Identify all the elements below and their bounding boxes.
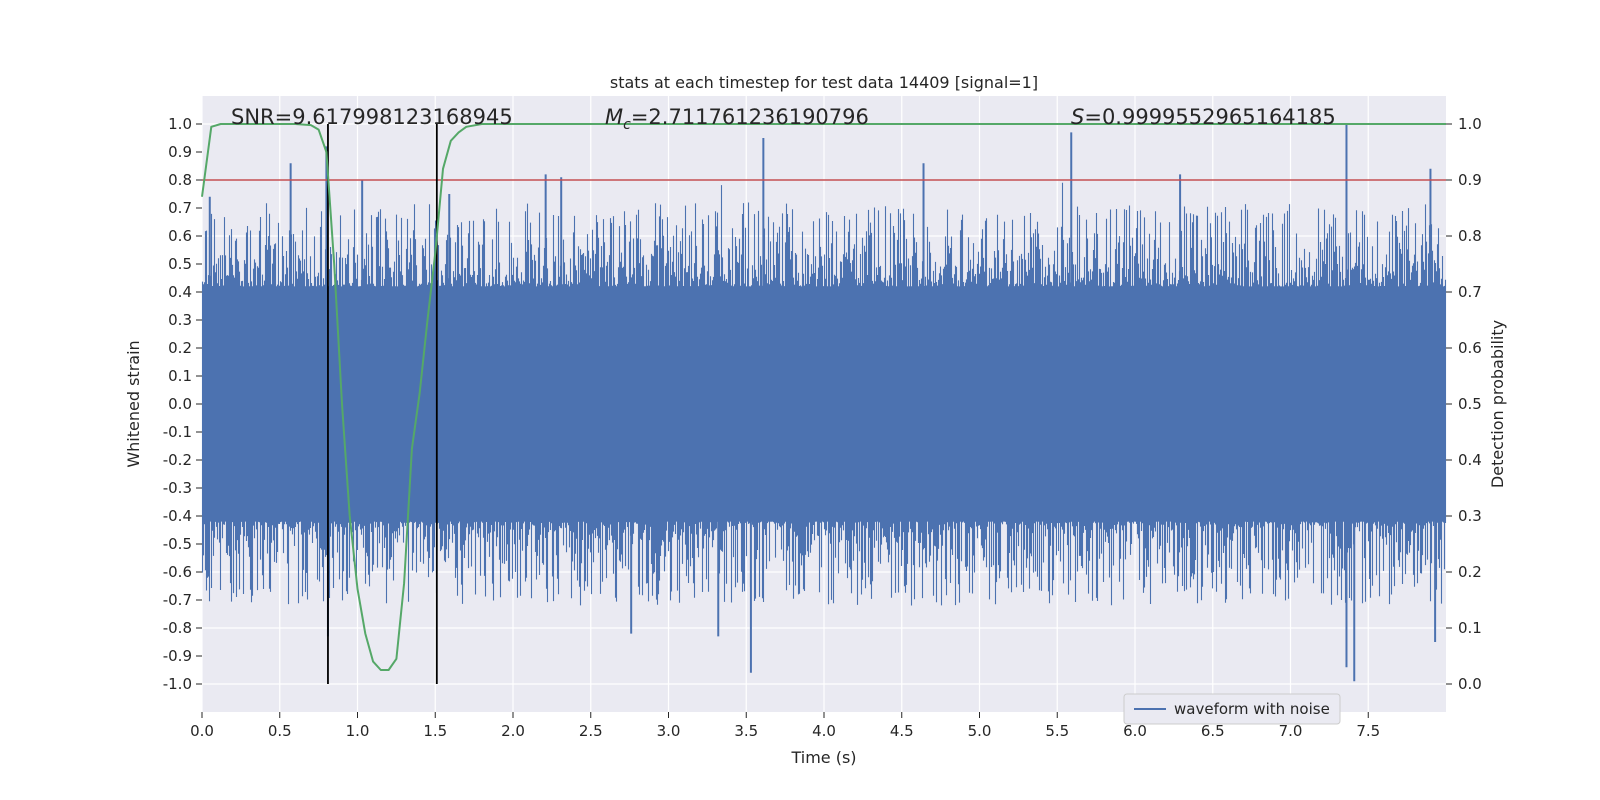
y-left-tick-label: 0.9 [168, 143, 192, 161]
y-right-axis-ticks: 1.0 0.9 0.8 0.7 0.6 0.5 0.4 0.3 0.2 0.1 0.0 [1446, 115, 1482, 693]
y-left-tick-label: 0.3 [168, 311, 192, 329]
y-right-tick-label: 0.4 [1458, 451, 1482, 469]
vertical-markers [327, 124, 438, 684]
chirp-mass-annotation: Mc=2.711761236190796 [605, 105, 869, 133]
x-tick-label: 4.5 [890, 722, 914, 740]
y-left-tick-label: 0.8 [168, 171, 192, 189]
legend: waveform with noise [1123, 693, 1341, 725]
x-tick-label: 7.5 [1356, 722, 1380, 740]
y-left-tick-label: -0.2 [163, 451, 192, 469]
chart-title: stats at each timestep for test data 144… [610, 73, 1038, 92]
y-right-tick-label: 0.2 [1458, 563, 1482, 581]
y-left-tick-label: -0.7 [163, 591, 192, 609]
y-left-tick-label: -0.5 [163, 535, 192, 553]
y-right-tick-label: 1.0 [1458, 115, 1482, 133]
x-tick-label: 2.0 [501, 722, 525, 740]
y-left-tick-label: 0.7 [168, 199, 192, 217]
snr-annotation: SNR=9.617998123168945 [231, 105, 513, 129]
y-right-axis-label: Detection probability [1488, 320, 1507, 488]
legend-box [1123, 693, 1341, 725]
y-left-tick-label: -0.6 [163, 563, 192, 581]
y-left-tick-label: -1.0 [163, 675, 192, 693]
y-right-tick-label: 0.3 [1458, 507, 1482, 525]
x-tick-label: 2.5 [579, 722, 603, 740]
waveform-dense-band [202, 292, 1446, 516]
y-left-tick-label: 0.4 [168, 283, 192, 301]
y-right-tick-label: 0.1 [1458, 619, 1482, 637]
y-left-tick-label: -0.4 [163, 507, 192, 525]
x-tick-label: 0.0 [190, 722, 214, 740]
x-tick-label: 3.5 [734, 722, 758, 740]
chirp-mass-subscript: c [623, 117, 631, 133]
legend-entry-waveform: waveform with noise [1174, 700, 1330, 718]
x-tick-label: 6.0 [1123, 722, 1147, 740]
x-tick-label: 6.5 [1201, 722, 1225, 740]
chirp-mass-symbol: M [605, 105, 623, 129]
score-symbol: S [1071, 105, 1084, 129]
x-axis-label: Time (s) [790, 748, 856, 767]
y-right-tick-label: 0.6 [1458, 339, 1482, 357]
x-axis-ticks: 0.0 0.5 1.0 1.5 2.0 2.5 3.0 3.5 4.0 4.5 5.0 5.5 6.0 6… [190, 712, 1380, 740]
y-right-tick-label: 0.7 [1458, 283, 1482, 301]
y-left-tick-label: -0.1 [163, 423, 192, 441]
detection-probability-series [201, 123, 1446, 671]
y-left-tick-label: 1.0 [168, 115, 192, 133]
y-left-tick-label: 0.2 [168, 339, 192, 357]
x-tick-label: 5.5 [1045, 722, 1069, 740]
y-left-axis-ticks: 1.0 0.9 0.8 0.7 0.6 0.5 0.4 0.3 0.2 0.1 0.0 -0.1 -0.… [163, 115, 202, 693]
y-left-tick-label: 0.5 [168, 255, 192, 273]
score-value: =0.9999552965164185 [1084, 105, 1335, 129]
x-tick-label: 3.0 [657, 722, 681, 740]
y-left-tick-label: 0.0 [168, 395, 192, 413]
y-left-axis-label: Whitened strain [124, 340, 143, 467]
x-tick-label: 5.0 [968, 722, 992, 740]
y-left-tick-label: 0.6 [168, 227, 192, 245]
x-tick-label: 0.5 [268, 722, 292, 740]
x-tick-label: 1.0 [346, 722, 370, 740]
score-annotation: S=0.9999552965164185 [1071, 105, 1336, 129]
x-tick-label: 7.0 [1279, 722, 1303, 740]
y-right-tick-label: 0.9 [1458, 171, 1482, 189]
y-left-tick-label: -0.9 [163, 647, 192, 665]
detection-probability-line [201, 123, 1446, 671]
x-tick-label: 4.0 [812, 722, 836, 740]
y-right-tick-label: 0.0 [1458, 675, 1482, 693]
y-left-tick-label: 0.1 [168, 367, 192, 385]
y-left-tick-label: -0.8 [163, 619, 192, 637]
y-right-tick-label: 0.5 [1458, 395, 1482, 413]
y-right-tick-label: 0.8 [1458, 227, 1482, 245]
y-left-tick-label: -0.3 [163, 479, 192, 497]
chirp-mass-value: =2.711761236190796 [631, 105, 869, 129]
x-tick-label: 1.5 [423, 722, 447, 740]
